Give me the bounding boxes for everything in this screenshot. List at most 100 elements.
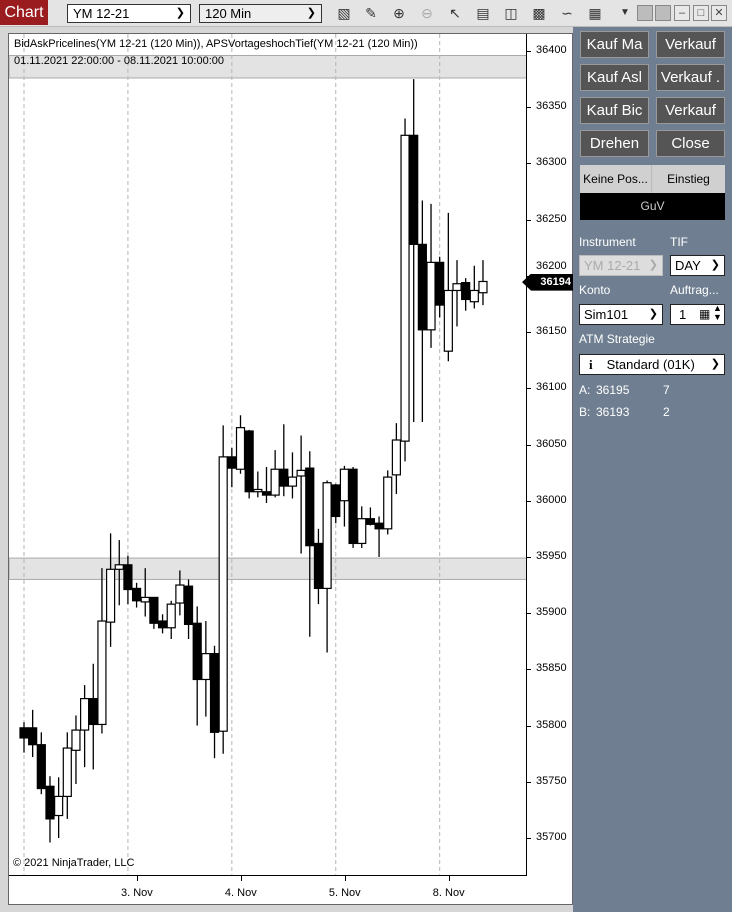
y-tick-mark xyxy=(527,556,531,558)
candle-body xyxy=(97,620,107,726)
y-tick-label: 36000 xyxy=(536,493,567,506)
candle-body xyxy=(36,744,46,790)
candle-body xyxy=(54,795,64,817)
candle-body xyxy=(348,468,358,545)
candle-body xyxy=(426,261,436,331)
sell-bid-button[interactable]: Verkauf xyxy=(656,97,725,124)
last-price-marker: 36194 xyxy=(522,273,574,291)
price-zone-1 xyxy=(9,557,527,580)
close-button[interactable]: ✕ xyxy=(711,5,727,21)
candle-body xyxy=(365,518,375,525)
x-tick-mark xyxy=(136,876,138,881)
tif-select[interactable]: DAY ❯ xyxy=(670,255,725,276)
sell-market-button[interactable]: Verkauf xyxy=(656,31,725,58)
indicators-icon[interactable]: ▩ xyxy=(532,5,546,21)
y-tick-label: 35800 xyxy=(536,718,567,731)
date-range: 01.11.2021 22:00:00 - 08.11.2021 10:00:0… xyxy=(14,55,224,67)
chevron-down-icon: ❯ xyxy=(175,7,185,19)
link-button-2[interactable] xyxy=(655,5,671,21)
y-tick-label: 35900 xyxy=(536,606,567,619)
bar-type-icon[interactable]: ▧ xyxy=(337,5,351,21)
interval-value: 120 Min xyxy=(205,6,252,21)
candle-body xyxy=(62,747,72,798)
y-tick-label: 36350 xyxy=(536,100,567,113)
candle-body xyxy=(391,439,401,476)
buy-market-button[interactable]: Kauf Ma xyxy=(580,31,649,58)
tif-value: DAY xyxy=(675,258,701,273)
x-tick-label: 8. Nov xyxy=(432,887,465,899)
y-tick-mark xyxy=(527,219,531,221)
chart-area[interactable]: BidAskPricelines(YM 12-21 (120 Min)), AP… xyxy=(8,33,574,905)
strategies-icon[interactable]: ∽ xyxy=(561,5,573,21)
candlestick-chart[interactable] xyxy=(9,34,527,876)
buy-ask-button[interactable]: Kauf Asl xyxy=(580,64,649,91)
candle-body xyxy=(19,727,29,739)
candle-body xyxy=(88,697,98,726)
candle-body xyxy=(227,456,237,469)
candle-body xyxy=(253,488,263,493)
candle-body xyxy=(140,596,150,603)
y-tick-label: 35850 xyxy=(536,662,567,675)
x-tick-mark xyxy=(448,876,450,881)
info-icon[interactable]: i xyxy=(589,357,593,372)
candle-body xyxy=(261,491,272,496)
maximize-button[interactable]: □ xyxy=(693,5,709,21)
candle-body xyxy=(157,620,168,629)
minimize-button[interactable]: – xyxy=(674,5,690,21)
x-tick-label: 5. Nov xyxy=(328,887,361,899)
chevron-down-icon: ❯ xyxy=(710,259,720,271)
candle-body xyxy=(105,568,116,623)
candle-body xyxy=(331,484,341,518)
chevron-down-icon: ❯ xyxy=(306,7,316,19)
tif-label: TIF xyxy=(670,235,688,249)
link-button[interactable] xyxy=(637,5,653,21)
properties-icon[interactable]: ▤ xyxy=(476,5,490,21)
y-tick-label: 36400 xyxy=(536,44,567,56)
close-position-button[interactable]: Close xyxy=(656,130,725,157)
bid-label: B: xyxy=(579,405,591,419)
y-tick-label: 36150 xyxy=(536,325,567,338)
dropdown-arrow-icon[interactable]: ▼ xyxy=(620,7,630,18)
candle-body xyxy=(71,729,81,751)
atm-strategy-select[interactable]: i Standard (01K) ❯ xyxy=(579,354,725,375)
candle-body xyxy=(409,134,419,245)
y-tick-mark xyxy=(527,669,531,671)
ask-price: 36195 xyxy=(596,383,630,397)
reverse-button[interactable]: Drehen xyxy=(580,130,649,157)
instrument-select[interactable]: YM 12-21 ❯ xyxy=(67,4,191,23)
templates-icon[interactable]: ◫ xyxy=(504,5,518,21)
sell-ask-button[interactable]: Verkauf . xyxy=(656,64,725,91)
y-tick-label: 36250 xyxy=(536,212,567,225)
y-tick-label: 35700 xyxy=(536,831,567,843)
calculator-icon[interactable]: ▦ xyxy=(699,307,711,321)
y-tick-label: 35750 xyxy=(536,774,567,787)
y-tick-mark xyxy=(527,500,531,502)
candle-body xyxy=(192,622,202,681)
entry-price: Einstieg xyxy=(652,165,725,193)
buy-bid-button[interactable]: Kauf Bic xyxy=(580,97,649,124)
chart-trader-panel: Kauf Ma Verkauf Kauf Asl Verkauf . Kauf … xyxy=(573,27,732,912)
instrument-select[interactable]: YM 12-21 ❯ xyxy=(579,255,663,276)
candle-body xyxy=(313,542,324,590)
spin-arrows-icon[interactable]: ▲ ▼ xyxy=(713,303,722,322)
quantity-stepper[interactable]: 1 ▦ ▲ ▼ xyxy=(670,304,725,325)
chevron-down-icon: ❯ xyxy=(648,259,658,271)
zoom-in-icon[interactable]: ⊕ xyxy=(393,5,405,21)
pointer-icon[interactable]: ↖ xyxy=(449,5,461,21)
chart-tab[interactable]: Chart xyxy=(0,0,48,25)
chevron-down-icon: ❯ xyxy=(710,358,720,370)
y-tick-mark xyxy=(527,838,531,839)
drawing-pencil-icon[interactable]: ✎ xyxy=(365,5,377,21)
interval-select[interactable]: 120 Min ❯ xyxy=(199,4,322,23)
candle-body xyxy=(374,522,384,530)
candle-body xyxy=(218,456,228,732)
candle-body xyxy=(183,585,194,625)
title-bar: Chart YM 12-21 ❯ 120 Min ❯ ▧ ✎ ⊕ ⊖ ↖ ▤ ◫ ▩… xyxy=(0,0,732,27)
candle-body xyxy=(123,564,133,591)
data-box-icon[interactable]: ▦ xyxy=(588,5,602,21)
account-select[interactable]: Sim101 ❯ xyxy=(579,304,663,325)
ask-size: 7 xyxy=(663,383,670,397)
instrument-value: YM 12-21 xyxy=(584,258,641,273)
candle-body xyxy=(279,468,289,487)
zoom-out-icon[interactable]: ⊖ xyxy=(421,5,433,21)
